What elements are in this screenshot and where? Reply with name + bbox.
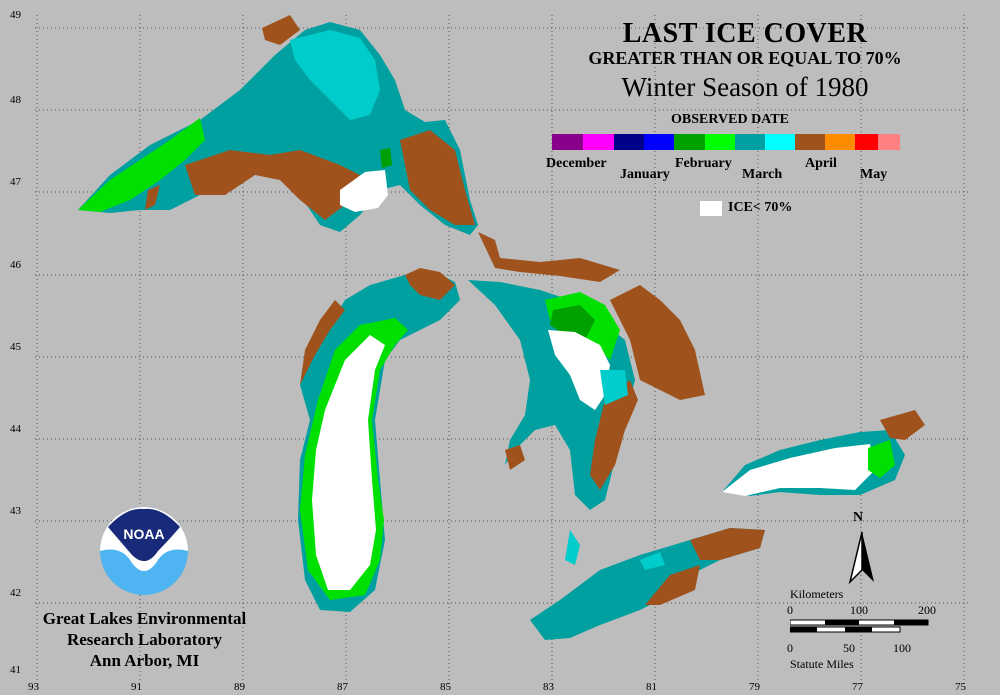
lon-tick: 75 [955,681,966,693]
credit-line: Ann Arbor, MI [89,651,200,670]
legend-month-april: April [805,156,837,171]
scale-km-tick: 200 [918,603,936,617]
lon-tick: 93 [28,681,39,693]
legend-month-february: February [675,156,732,171]
north-label: N [853,510,864,525]
lon-tick: 89 [234,681,245,693]
lat-tick: 48 [10,94,21,106]
lon-tick: 81 [646,681,657,693]
credit-block: Great Lakes Environmental Research Labor… [22,608,267,671]
detroit-river [565,530,580,565]
scale-km-tick: 0 [787,603,793,617]
map-title: LAST ICE COVER [622,18,868,49]
legend-color-bar [552,134,900,150]
north-arrow-icon [848,531,874,585]
lon-tick: 91 [131,681,142,693]
legend-month-march: March [742,167,783,182]
lake-huron [468,280,705,510]
scale-km-title: Kilometers [790,587,844,601]
lake-superior [78,15,478,235]
lat-tick: 49 [10,9,21,21]
legend-month-december: December [546,156,607,171]
lon-tick: 87 [337,681,348,693]
noaa-text: NOAA [123,526,164,542]
lat-tick: 43 [10,505,21,517]
lon-tick: 79 [749,681,760,693]
credit-line: Research Laboratory [66,630,223,649]
scale-bar-graphic [790,619,929,633]
scale-km-tick: 100 [850,603,868,617]
season-title: Winter Season of 1980 [621,72,869,102]
legend-month-january: January [620,167,670,182]
lat-tick: 44 [10,423,21,435]
noaa-logo: NOAA [100,507,188,595]
credit-line: Great Lakes Environmental [42,609,247,628]
ice-lt-70-label: ICE< 70% [728,200,793,215]
lat-tick: 46 [10,259,21,271]
scale-mi-tick: 0 [787,641,793,655]
lake-michigan [298,268,460,612]
scale-mi-tick: 50 [843,641,855,655]
lat-tick: 45 [10,341,21,353]
legend-month-may: May [860,167,888,182]
lat-tick: 41 [10,664,21,676]
lake-erie [530,528,765,640]
lon-tick: 83 [543,681,554,693]
lat-tick: 42 [10,587,21,599]
map-subtitle: GREATER THAN OR EQUAL TO 70% [588,48,902,68]
north-channel [478,232,620,282]
lake-ontario [722,410,925,496]
legend-title: OBSERVED DATE [671,112,789,127]
ice-lt-70-swatch [700,201,722,216]
lon-tick: 85 [440,681,451,693]
lat-tick: 47 [10,176,21,188]
scale-mi-title: Statute Miles [790,657,854,671]
scale-mi-tick: 100 [893,641,911,655]
lon-tick: 77 [852,681,863,693]
